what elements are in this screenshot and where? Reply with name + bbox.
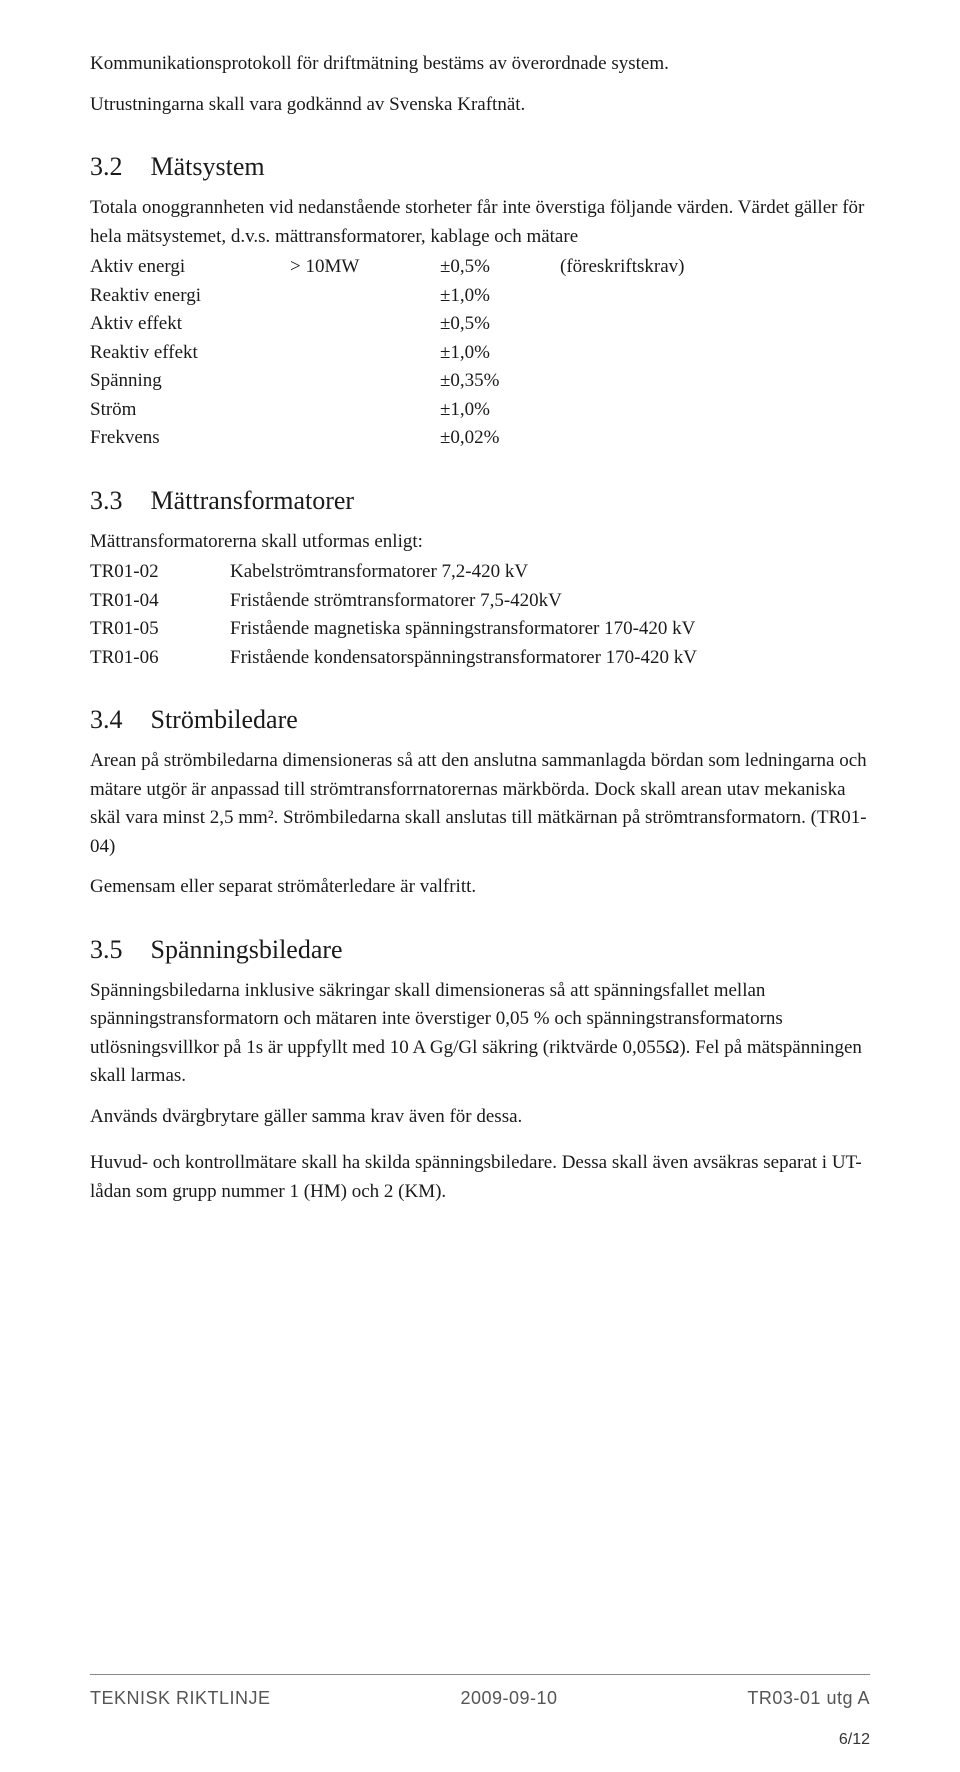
measure-label: Frekvens <box>90 424 290 453</box>
reference-code: TR01-05 <box>90 615 230 644</box>
measure-condition <box>290 339 440 368</box>
heading-3-2: 3.2 Mätsystem <box>90 147 870 186</box>
table-row: Reaktiv energi ±1,0% <box>90 282 870 311</box>
intro-paragraph-1: Kommunikationsprotokoll för driftmätning… <box>90 50 870 79</box>
heading-3-4: 3.4 Strömbiledare <box>90 700 870 739</box>
table-row: Aktiv effekt ±0,5% <box>90 310 870 339</box>
section-paragraph: Används dvärgbrytare gäller samma krav ä… <box>90 1103 870 1132</box>
table-row: Spänning ±0,35% <box>90 367 870 396</box>
section-lead: Mättransformatorerna skall utformas enli… <box>90 528 870 557</box>
table-row: TR01-02Kabelströmtransformatorer 7,2-420… <box>90 558 870 587</box>
table-row: Ström ±1,0% <box>90 396 870 425</box>
table-row: TR01-04Fristående strömtransformatorer 7… <box>90 587 870 616</box>
table-row: TR01-06Fristående kondensatorspänningstr… <box>90 644 870 673</box>
section-paragraph: Arean på strömbiledarna dimensioneras så… <box>90 747 870 861</box>
reference-table: TR01-02Kabelströmtransformatorer 7,2-420… <box>90 558 870 672</box>
page-footer: TEKNISK RIKTLINJE 2009-09-10 TR03-01 utg… <box>90 1674 870 1712</box>
section-paragraph: Gemensam eller separat strömåterledare ä… <box>90 873 870 902</box>
heading-title: Spänningsbiledare <box>151 930 343 969</box>
measure-value: ±0,5% <box>440 310 560 339</box>
measure-value: ±0,02% <box>440 424 560 453</box>
measure-condition <box>290 282 440 311</box>
reference-code: TR01-04 <box>90 587 230 616</box>
footer-right: TR03-01 utg A <box>747 1685 870 1712</box>
heading-number: 3.2 <box>90 147 123 186</box>
footer-left: TEKNISK RIKTLINJE <box>90 1685 271 1712</box>
heading-number: 3.4 <box>90 700 123 739</box>
footer-center: 2009-09-10 <box>460 1685 557 1712</box>
reference-desc: Fristående magnetiska spänningstransform… <box>230 615 695 644</box>
measure-condition <box>290 310 440 339</box>
heading-title: Mätsystem <box>151 147 265 186</box>
section-paragraph: Huvud- och kontrollmätare skall ha skild… <box>90 1149 870 1206</box>
table-row: Frekvens ±0,02% <box>90 424 870 453</box>
measure-value: ±1,0% <box>440 396 560 425</box>
heading-title: Mättransformatorer <box>151 481 355 520</box>
reference-code: TR01-02 <box>90 558 230 587</box>
measure-value: ±1,0% <box>440 282 560 311</box>
measure-condition <box>290 424 440 453</box>
heading-number: 3.3 <box>90 481 123 520</box>
measure-label: Aktiv energi <box>90 253 290 282</box>
measure-condition: > 10MW <box>290 253 440 282</box>
reference-desc: Fristående kondensatorspänningstransform… <box>230 644 697 673</box>
measure-label: Spänning <box>90 367 290 396</box>
intro-paragraph-2: Utrustningarna skall vara godkännd av Sv… <box>90 91 870 120</box>
heading-3-5: 3.5 Spänningsbiledare <box>90 930 870 969</box>
measure-label: Aktiv effekt <box>90 310 290 339</box>
measure-condition <box>290 367 440 396</box>
table-row: TR01-05Fristående magnetiska spänningstr… <box>90 615 870 644</box>
measure-label: Reaktiv effekt <box>90 339 290 368</box>
measure-condition <box>290 396 440 425</box>
reference-desc: Fristående strömtransformatorer 7,5-420k… <box>230 587 562 616</box>
reference-desc: Kabelströmtransformatorer 7,2-420 kV <box>230 558 528 587</box>
section-lead: Totala onoggrannheten vid nedanstående s… <box>90 194 870 251</box>
measure-label: Ström <box>90 396 290 425</box>
table-row: Reaktiv effekt ±1,0% <box>90 339 870 368</box>
measure-value: ±0,5% <box>440 253 560 282</box>
reference-code: TR01-06 <box>90 644 230 673</box>
measure-note: (föreskriftskrav) <box>560 253 685 282</box>
heading-3-3: 3.3 Mättransformatorer <box>90 481 870 520</box>
measure-value: ±0,35% <box>440 367 560 396</box>
page-number: 6/12 <box>839 1728 870 1752</box>
measure-value: ±1,0% <box>440 339 560 368</box>
heading-title: Strömbiledare <box>151 700 298 739</box>
section-paragraph: Spänningsbiledarna inklusive säkringar s… <box>90 977 870 1091</box>
measure-label: Reaktiv energi <box>90 282 290 311</box>
measurement-table: Aktiv energi> 10MW±0,5%(föreskriftskrav)… <box>90 253 870 453</box>
table-row: Aktiv energi> 10MW±0,5%(föreskriftskrav) <box>90 253 870 282</box>
heading-number: 3.5 <box>90 930 123 969</box>
